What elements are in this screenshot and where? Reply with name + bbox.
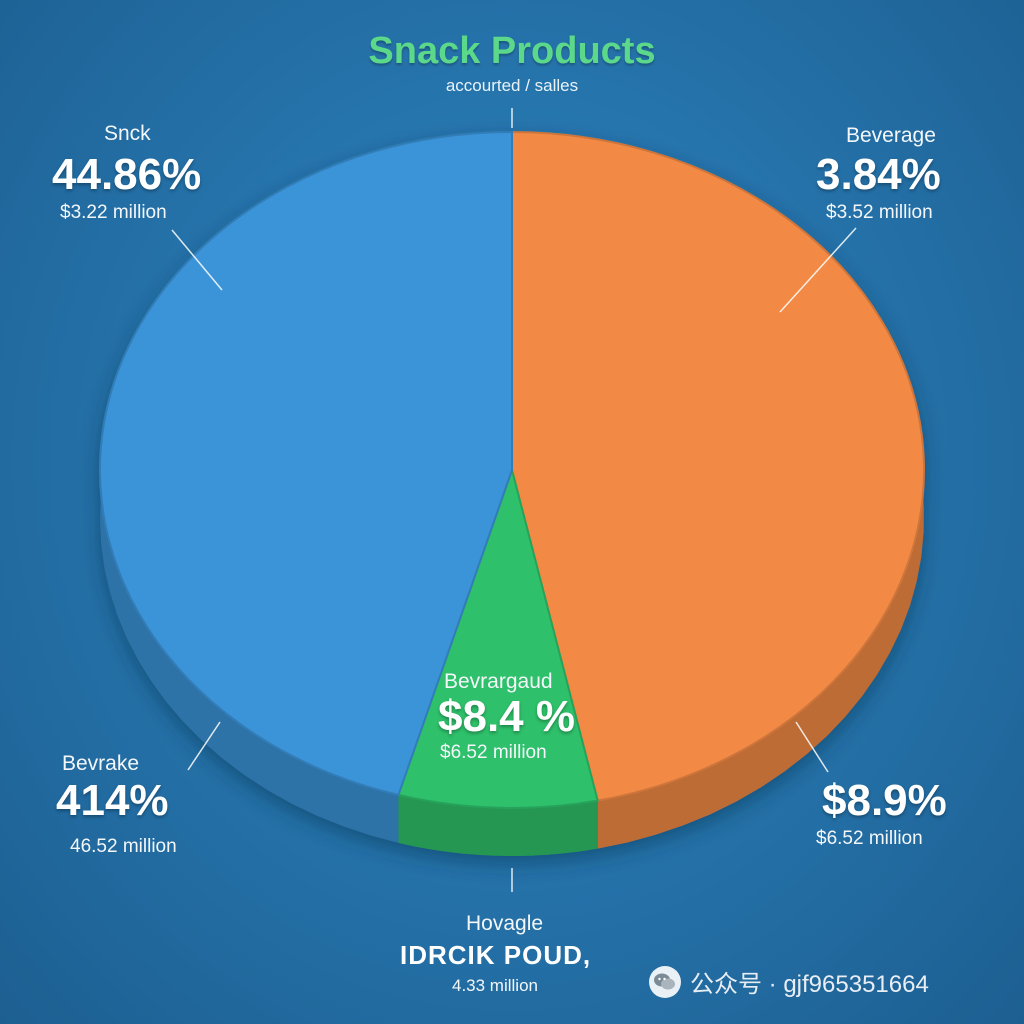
pie-slice-beverage [511,130,925,802]
chart-title: Snack Products [368,30,656,72]
label-bevrake-amount: 46.52 million [70,836,177,857]
watermark-text: 公众号 · gjf965351664 [690,971,929,998]
label-hovagle-amount: 4.33 million [452,976,538,995]
leader-line [779,227,857,313]
label-bevrake-name: Bevrake [62,752,140,775]
label-bevrake-pct: 414% [56,776,169,825]
label-beverage-amount: $3.52 million [826,202,933,223]
pie-slice-bevrargaud [397,466,599,809]
leader-line [187,721,221,771]
label-bottom-right-amount: $6.52 million [816,828,923,849]
watermark: 公众号 · gjf965351664 [648,964,929,999]
leader-line [171,229,223,291]
label-hovagle-name: Hovagle [466,912,544,935]
label-bevrargaud-pct: $8.4 % [438,692,575,741]
label-beverage-name: Beverage [846,124,936,147]
label-bevrargaud-name: Bevrargaud [444,670,553,693]
label-hovagle-brand: IDRCIK POUD, [400,940,592,970]
leader-line [795,721,829,773]
label-bevrargaud-amount: $6.52 million [440,742,547,763]
label-snck-amount: $3.22 million [60,202,167,223]
wechat-icon [649,965,681,998]
pie-slice-side-bevrargaud [398,794,598,856]
label-bottom-right-pct: $8.9% [822,776,947,825]
pie-slice-snck [99,130,513,797]
label-snck-pct: 44.86% [52,150,202,199]
label-beverage-pct: 3.84% [816,150,941,199]
label-snck-name: Snck [104,122,151,145]
chart-subtitle: accourted / salles [445,76,579,95]
